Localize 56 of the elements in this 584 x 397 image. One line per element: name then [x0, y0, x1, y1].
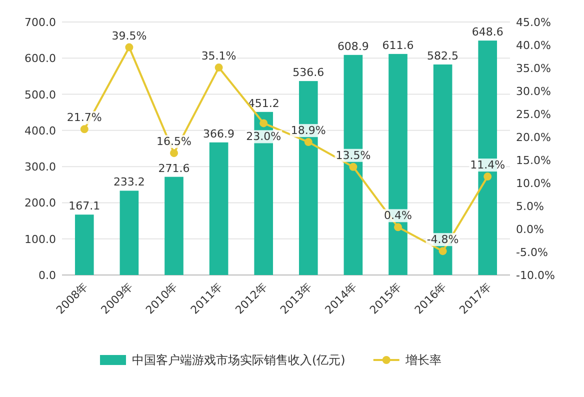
point: [484, 172, 492, 181]
data-label: 611.6: [382, 38, 414, 52]
y-tick-label: 700.0: [24, 16, 56, 29]
y2-tick-label: 25.0%: [516, 108, 551, 121]
y-tick-label: 600.0: [24, 52, 56, 66]
data-label: 11.4%: [470, 158, 506, 172]
data-label: 366.9: [203, 127, 235, 140]
data-label: 13.5%: [336, 148, 371, 162]
y2-tick-label: 15.0%: [516, 154, 551, 167]
data-label: 39.5%: [112, 29, 147, 42]
legend-label: 中国客户端游戏市场实际销售收入(亿元): [132, 353, 346, 367]
data-label: 582.5: [427, 49, 459, 62]
data-label: 608.9: [337, 40, 369, 53]
data-label: 648.6: [472, 26, 504, 39]
y2-tick-label: 35.0%: [516, 62, 551, 75]
data-label: 21.7%: [66, 111, 102, 124]
y-tick-label: 100.0: [24, 232, 56, 246]
data-label: 167.1: [68, 200, 100, 213]
point: [80, 125, 88, 134]
y2-tick-label: -10.0%: [516, 269, 555, 282]
y2-tick-label: -5.0%: [516, 246, 548, 259]
y2-tick-label: 40.0%: [516, 39, 551, 52]
data-label: 35.1%: [201, 50, 236, 63]
y2-tick-label: 10.0%: [516, 177, 551, 190]
point: [125, 43, 134, 52]
data-label: 536.6: [292, 66, 324, 80]
y-tick-label: 400.0: [24, 124, 56, 138]
y-tick-label: 300.0: [24, 160, 56, 174]
y2-tick-label: 5.0%: [516, 200, 544, 213]
y2-tick-label: 20.0%: [516, 131, 551, 144]
y-tick-label: 0.0: [38, 269, 56, 282]
data-label: 233.2: [113, 176, 145, 189]
point: [214, 64, 223, 72]
y2-tick-label: 45.0%: [516, 16, 551, 29]
bar: [74, 214, 94, 275]
data-label: 16.5%: [156, 135, 192, 148]
data-label: 23.0%: [246, 130, 282, 144]
point: [170, 149, 178, 158]
y-tick-label: 500.0: [24, 88, 56, 102]
data-label: 271.6: [158, 162, 190, 175]
y-tick-label: 200.0: [24, 196, 56, 210]
y2-tick-label: 30.0%: [516, 85, 551, 98]
data-label: 18.9%: [290, 124, 326, 138]
bar: [164, 176, 184, 275]
point: [394, 223, 402, 232]
point: [304, 138, 312, 146]
data-label: 0.4%: [384, 209, 412, 222]
bar: [209, 142, 228, 275]
point: [349, 162, 358, 171]
point: [260, 119, 268, 128]
data-label: 451.2: [248, 96, 280, 110]
data-label: -4.8%: [426, 233, 459, 246]
point: [438, 247, 447, 256]
bar: [120, 190, 139, 275]
legend-label: 增长率: [404, 353, 442, 367]
y2-tick-label: 0.0%: [516, 223, 544, 236]
